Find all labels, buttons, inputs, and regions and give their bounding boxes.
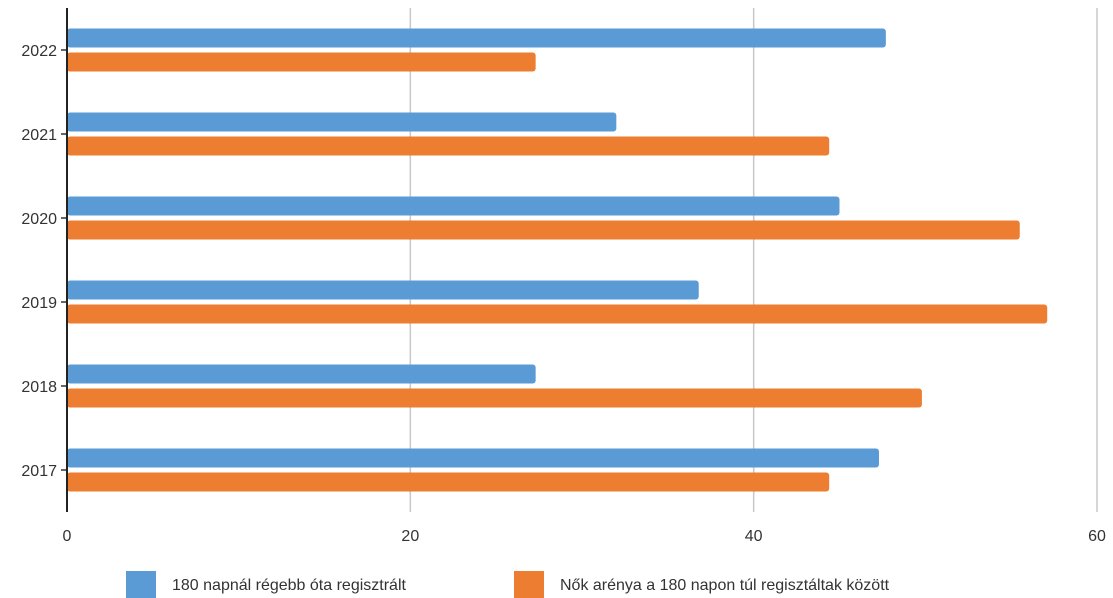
legend-swatch-series-2 [514, 571, 544, 598]
axes: 0 20 40 60 2022 2021 2020 2019 2018 2017 [21, 8, 1106, 545]
bar-2018-series-2 [67, 388, 922, 408]
legend: 180 napnál régebb óta regisztrált Nők aré… [126, 571, 890, 598]
legend-label-series-2: Nők arénya a 180 napon túl regisztáltak … [560, 577, 890, 594]
bar-2020-series-1 [67, 196, 840, 216]
bar-2017-series-2 [67, 472, 830, 492]
bar-2017-series-1 [67, 448, 879, 468]
legend-swatch-series-1 [126, 571, 156, 598]
bar-2022-series-2 [67, 52, 536, 72]
x-tick-label-0: 0 [63, 528, 72, 545]
y-tick-label-2022: 2022 [21, 43, 57, 60]
gridlines [409, 8, 1098, 512]
x-tick-label-20: 20 [401, 528, 419, 545]
bar-2018-series-1 [67, 364, 536, 384]
y-tick-label-2021: 2021 [21, 127, 57, 144]
y-tick-label-2019: 2019 [21, 295, 57, 312]
y-tick-label-2018: 2018 [21, 379, 57, 396]
y-tick-label-2017: 2017 [21, 463, 57, 480]
legend-label-series-1: 180 napnál régebb óta regisztrált [172, 577, 406, 594]
bar-2021-series-2 [67, 136, 830, 156]
bar-2019-series-2 [67, 304, 1048, 324]
x-tick-label-60: 60 [1088, 528, 1106, 545]
y-tick-label-2020: 2020 [21, 211, 57, 228]
bar-2021-series-1 [67, 112, 617, 132]
bar-2019-series-1 [67, 280, 699, 300]
bars [67, 28, 1048, 492]
bar-2020-series-2 [67, 220, 1020, 240]
x-tick-label-40: 40 [745, 528, 763, 545]
bar-2022-series-1 [67, 28, 886, 48]
